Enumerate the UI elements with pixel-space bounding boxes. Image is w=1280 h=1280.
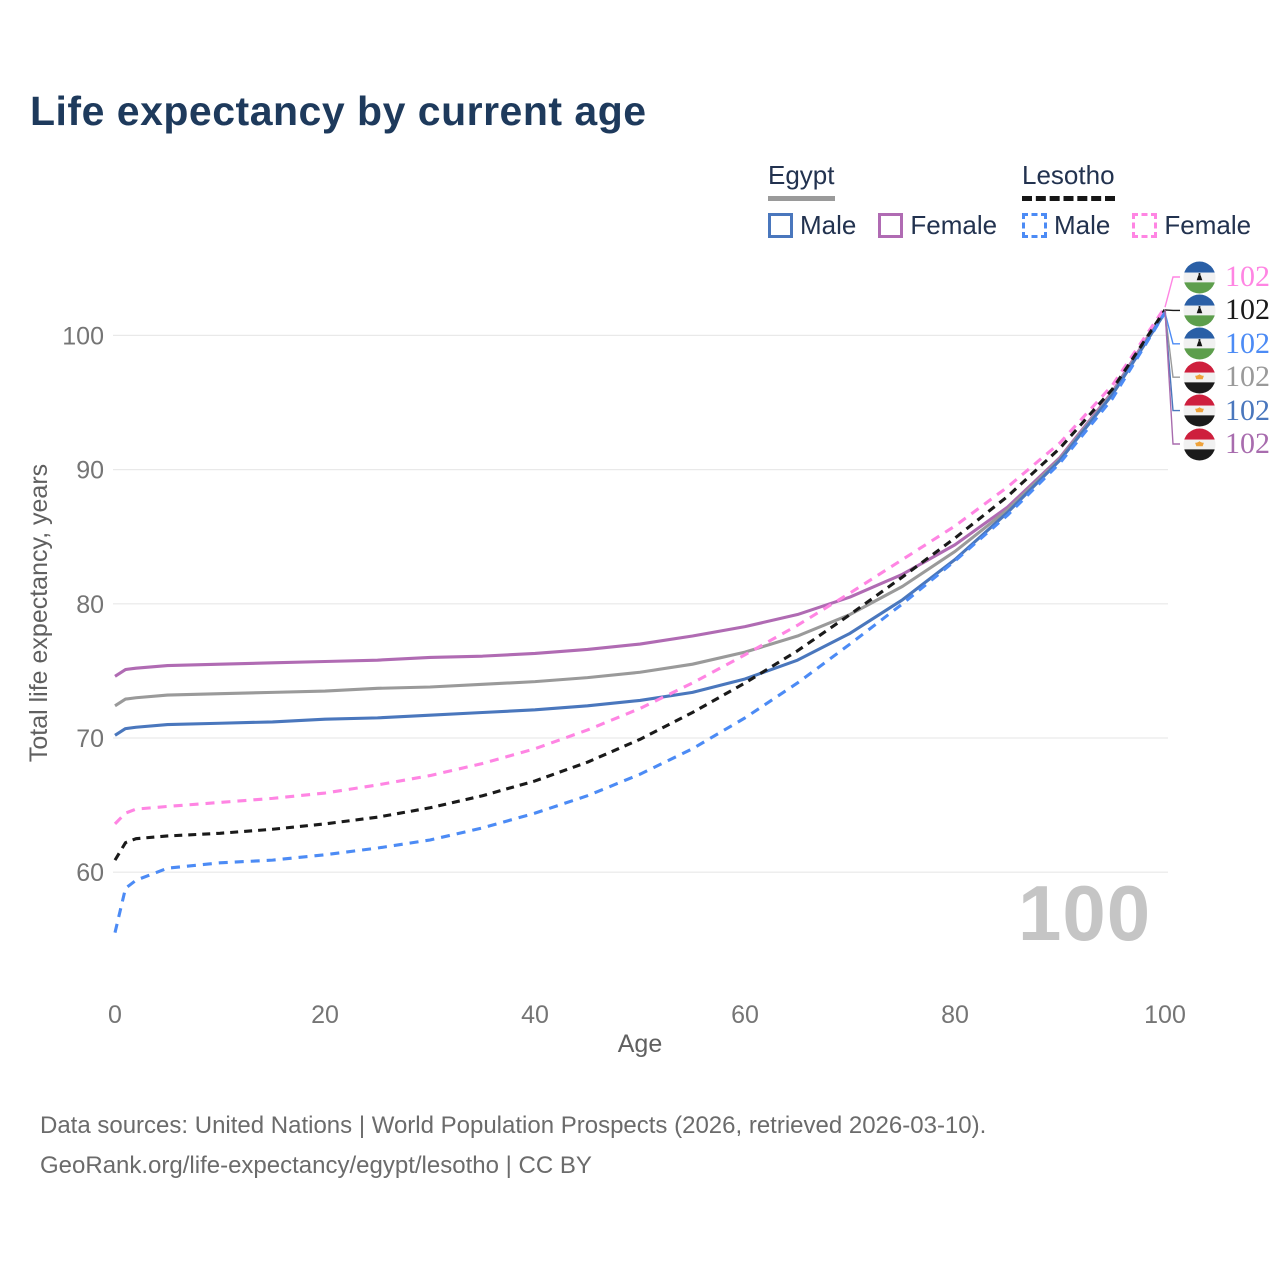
lesotho-male-swatch-icon[interactable]: [1022, 213, 1047, 238]
egypt-flag-icon: [1183, 394, 1216, 427]
egypt-flag-icon: [1183, 361, 1216, 394]
lesotho-flag-icon: [1183, 327, 1216, 360]
footer-attribution: GeoRank.org/life-expectancy/egypt/lesoth…: [40, 1152, 592, 1179]
series-line-lesotho-both-sexes: [113, 309, 1167, 861]
lesotho-flag-icon: [1183, 294, 1216, 327]
end-label-value: 102: [1225, 293, 1270, 327]
end-label-value: 102: [1225, 393, 1270, 427]
end-label: 102: [1183, 293, 1270, 327]
y-tick-label: 60: [76, 859, 104, 887]
legend-label-lesotho-female[interactable]: Female: [1164, 210, 1252, 240]
series-line-egypt-both-sexes: [114, 310, 1167, 708]
end-label: 102: [1183, 360, 1270, 394]
footer-data-sources: Data sources: United Nations | World Pop…: [40, 1112, 987, 1139]
series-line-lesotho-male: [113, 311, 1167, 933]
y-tick-label: 90: [76, 457, 104, 485]
axis-ticks: 60 70 80 90 100 0 20 40 60 80 100: [62, 322, 1186, 1029]
legend-country-lesotho[interactable]: Lesotho: [1022, 160, 1115, 201]
end-label: 102: [1183, 260, 1270, 294]
legend-label-egypt-female[interactable]: Female: [910, 210, 998, 240]
end-label-value: 102: [1225, 427, 1270, 460]
legend-country-egypt[interactable]: Egypt: [768, 160, 835, 201]
x-tick-label: 60: [731, 1001, 759, 1029]
end-label-leaders: [1164, 276, 1180, 445]
end-label-value: 102: [1225, 360, 1270, 394]
x-tick-label: 0: [108, 1001, 122, 1029]
x-tick-label: 100: [1144, 1001, 1186, 1029]
end-label-value: 102: [1225, 260, 1270, 293]
leader-line: [1164, 312, 1180, 345]
y-tick-label: 80: [76, 591, 104, 619]
y-axis-title: Total life expectancy, years: [25, 464, 53, 762]
series-lines[interactable]: [113, 306, 1167, 933]
end-label: 102: [1183, 327, 1270, 361]
y-tick-label: 100: [62, 322, 104, 350]
legend-label-egypt-male[interactable]: Male: [800, 210, 857, 240]
series-line-lesotho-female: [113, 306, 1167, 825]
age-watermark: 100: [1018, 869, 1152, 957]
x-tick-label: 80: [941, 1001, 969, 1029]
end-label-value: 102: [1225, 326, 1270, 360]
y-tick-label: 70: [76, 725, 104, 753]
egypt-flag-icon: [1183, 427, 1216, 461]
gridlines: [113, 334, 1168, 873]
leader-line: [1164, 311, 1180, 378]
footer: Data sources: United Nations | World Pop…: [40, 1106, 986, 1186]
end-label: 102: [1183, 427, 1270, 461]
end-label: 102: [1183, 394, 1270, 428]
x-tick-label: 20: [311, 1001, 339, 1029]
life-expectancy-chart[interactable]: 60 70 80 90 100 0 20 40 60 80 100 Age Total life exp…: [0, 0, 1280, 1085]
x-tick-label: 40: [521, 1001, 549, 1029]
legend-group-lesotho: Lesotho Male Female: [1022, 160, 1273, 241]
legend-label-lesotho-male[interactable]: Male: [1054, 210, 1111, 240]
leader-line: [1164, 276, 1180, 308]
leader-line: [1164, 309, 1180, 445]
series-line-egypt-female: [114, 309, 1167, 678]
legend-group-egypt: Egypt Male Female: [768, 160, 1019, 241]
x-axis-title: Age: [618, 1030, 662, 1058]
egypt-male-swatch-icon[interactable]: [768, 213, 793, 238]
lesotho-flag-icon: [1183, 260, 1216, 294]
egypt-female-swatch-icon[interactable]: [878, 213, 904, 238]
lesotho-female-swatch-icon[interactable]: [1132, 213, 1158, 238]
page-title: Life expectancy by current age: [30, 88, 647, 134]
